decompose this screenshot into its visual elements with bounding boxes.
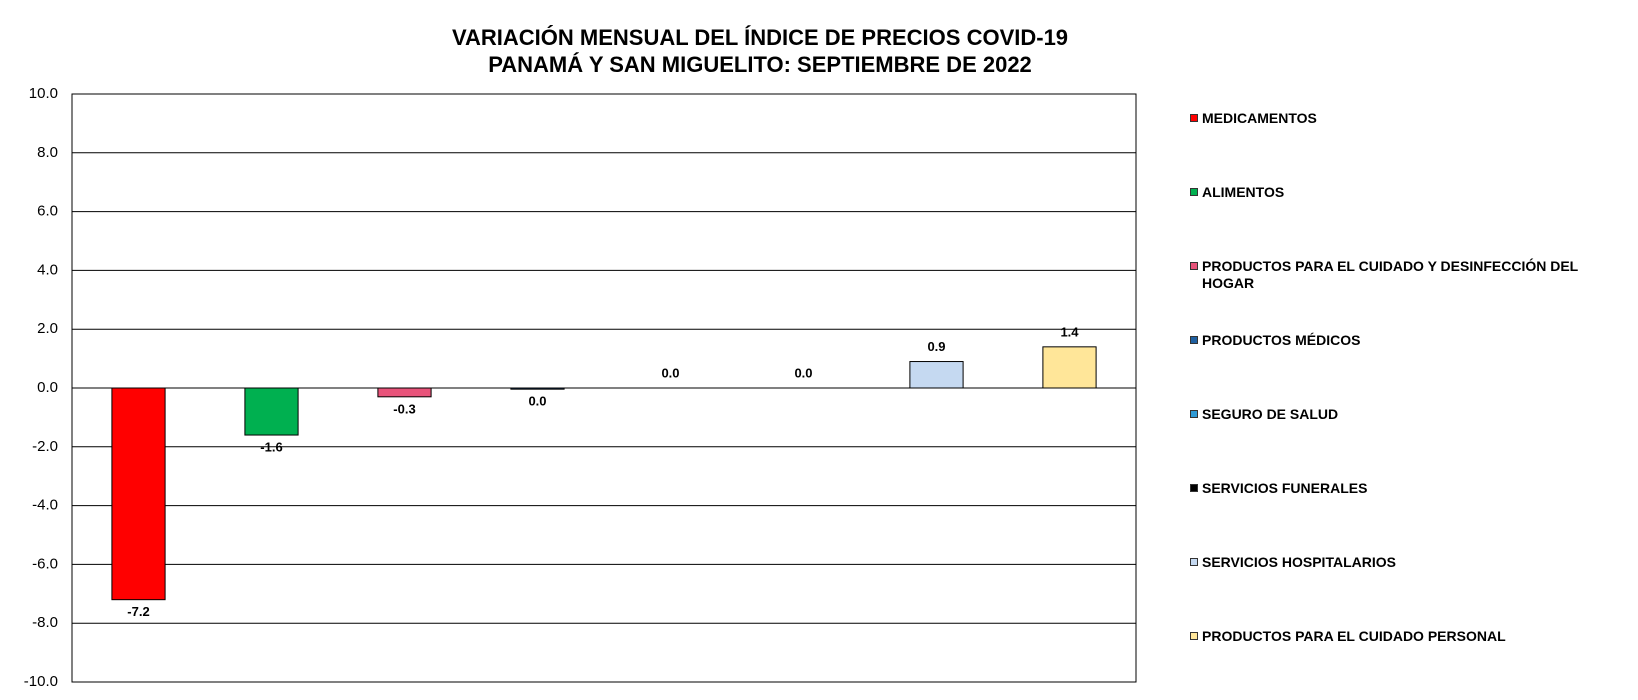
legend-item: PRODUCTOS PARA EL CUIDADO Y DESINFECCIÓN… bbox=[1190, 258, 1612, 292]
value-label: 0.9 bbox=[927, 339, 945, 354]
legend-swatch bbox=[1190, 484, 1198, 492]
bar bbox=[1042, 346, 1097, 389]
legend-label: PRODUCTOS PARA EL CUIDADO Y DESINFECCIÓN… bbox=[1202, 258, 1578, 291]
legend-item: SEGURO DE SALUD bbox=[1190, 406, 1612, 423]
y-tick-label: -4.0 bbox=[32, 497, 58, 514]
y-tick-label: 2.0 bbox=[37, 320, 58, 337]
legend-swatch bbox=[1190, 336, 1198, 344]
bar bbox=[377, 387, 432, 398]
y-tick-label: -8.0 bbox=[32, 614, 58, 631]
value-label: -1.6 bbox=[260, 439, 282, 454]
legend-swatch bbox=[1190, 188, 1198, 196]
legend-label: SERVICIOS FUNERALES bbox=[1202, 480, 1368, 496]
y-tick-label: -6.0 bbox=[32, 555, 58, 572]
legend-label: PRODUCTOS PARA EL CUIDADO PERSONAL bbox=[1202, 628, 1506, 644]
legend-label: PRODUCTOS MÉDICOS bbox=[1202, 332, 1361, 348]
value-label: 0.0 bbox=[528, 394, 546, 409]
y-tick-label: 6.0 bbox=[37, 203, 58, 220]
legend-item: ALIMENTOS bbox=[1190, 184, 1612, 201]
legend-label: ALIMENTOS bbox=[1202, 184, 1285, 200]
chart-subtitle: PANAMÁ Y SAN MIGUELITO: SEPTIEMBRE DE 20… bbox=[488, 52, 1032, 77]
y-tick-label: -10.0 bbox=[24, 673, 58, 690]
value-label: 0.0 bbox=[661, 365, 679, 380]
value-label: 1.4 bbox=[1060, 324, 1079, 339]
bar bbox=[111, 387, 166, 601]
y-tick-label: 0.0 bbox=[37, 379, 58, 396]
bar bbox=[244, 387, 299, 436]
legend-label: SERVICIOS HOSPITALARIOS bbox=[1202, 554, 1396, 570]
plot-frame bbox=[71, 93, 1137, 683]
legend-swatch bbox=[1190, 410, 1198, 418]
legend-item: SERVICIOS FUNERALES bbox=[1190, 480, 1612, 497]
y-tick-label: 8.0 bbox=[37, 144, 58, 161]
legend-item: SERVICIOS HOSPITALARIOS bbox=[1190, 554, 1612, 571]
legend-item: PRODUCTOS MÉDICOS bbox=[1190, 332, 1612, 349]
legend-label: SEGURO DE SALUD bbox=[1202, 406, 1339, 422]
value-label: -0.3 bbox=[393, 401, 415, 416]
legend-swatch bbox=[1190, 114, 1198, 122]
value-label: 0.0 bbox=[794, 365, 812, 380]
bar bbox=[909, 361, 964, 389]
legend-label: MEDICAMENTOS bbox=[1202, 110, 1317, 126]
legend-item: PRODUCTOS PARA EL CUIDADO PERSONAL bbox=[1190, 628, 1612, 645]
legend-swatch bbox=[1190, 262, 1198, 270]
legend-item: MEDICAMENTOS bbox=[1190, 110, 1612, 127]
y-tick-label: 4.0 bbox=[37, 261, 58, 278]
chart-title: VARIACIÓN MENSUAL DEL ÍNDICE DE PRECIOS … bbox=[452, 25, 1068, 50]
legend-swatch bbox=[1190, 632, 1198, 640]
value-label: -7.2 bbox=[127, 604, 149, 619]
y-tick-label: -2.0 bbox=[32, 438, 58, 455]
legend-swatch bbox=[1190, 558, 1198, 566]
y-tick-label: 10.0 bbox=[29, 85, 58, 102]
bar bbox=[510, 387, 565, 390]
